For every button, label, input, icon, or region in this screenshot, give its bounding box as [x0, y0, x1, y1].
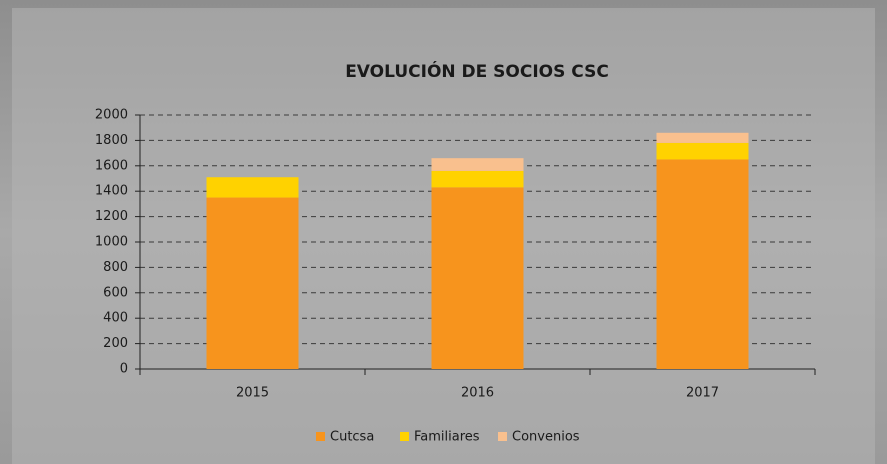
chart-title: EVOLUCIÓN DE SOCIOS CSC: [345, 60, 609, 82]
legend-label: Convenios: [512, 430, 580, 445]
bar-segment: [431, 187, 524, 369]
y-tick-label: 600: [103, 285, 128, 300]
y-tick-label: 0: [120, 362, 128, 377]
bar-segment: [431, 170, 524, 188]
legend-label: Cutcsa: [330, 430, 374, 445]
bar-segment: [656, 159, 749, 369]
y-tick-label: 1800: [95, 133, 128, 148]
y-tick-label: 800: [103, 260, 128, 275]
bar-segment: [431, 158, 524, 171]
legend-label: Familiares: [414, 430, 480, 445]
y-tick-label: 1600: [95, 158, 128, 173]
y-tick-label: 1400: [95, 184, 128, 199]
legend-swatch: [400, 432, 409, 441]
legend-swatch: [316, 432, 325, 441]
bar-segment: [206, 177, 299, 198]
x-tick-label: 2016: [461, 386, 494, 401]
bar-segment: [656, 142, 749, 160]
y-tick-label: 1200: [95, 209, 128, 224]
bar-segment: [206, 197, 299, 369]
bar-segment: [656, 132, 749, 143]
y-tick-label: 2000: [95, 108, 128, 123]
legend-swatch: [498, 432, 507, 441]
y-tick-label: 200: [103, 336, 128, 351]
y-tick-label: 1000: [95, 235, 128, 250]
x-tick-label: 2015: [236, 386, 269, 401]
x-tick-label: 2017: [686, 386, 719, 401]
y-tick-label: 400: [103, 311, 128, 326]
